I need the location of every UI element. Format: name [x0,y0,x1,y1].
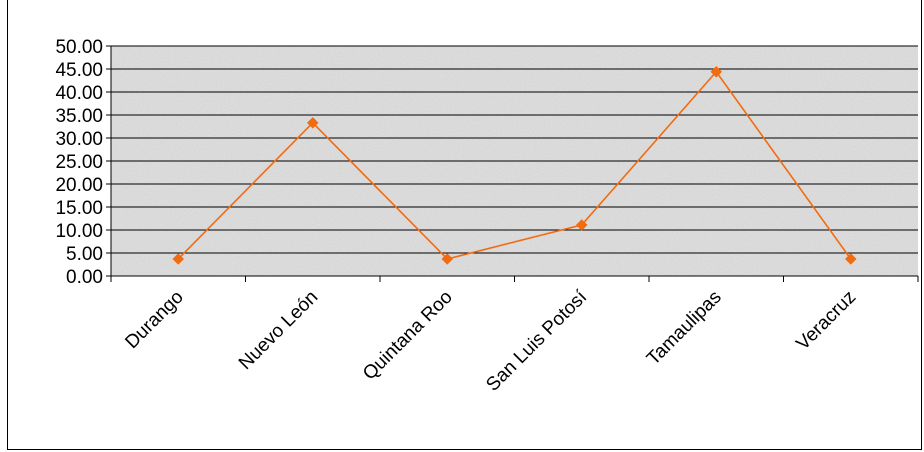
y-tick-label: 45.00 [55,60,103,81]
x-tick-labels: Durango Nuevo León Quintana Roo San Luis Po… [121,286,860,395]
x-tick-label: Nuevo León [235,287,322,374]
y-tick-label: 5.00 [66,244,103,265]
x-tick-label: Quintana Roo [359,287,457,385]
data-point-marker [172,253,185,265]
y-tick-label: 50.00 [55,37,103,58]
y-tick-label: 40.00 [55,83,103,104]
y-tick-labels: 0.005.0010.0015.0020.0025.0030.0035.0040… [55,37,103,288]
y-tick-label: 20.00 [55,175,103,196]
x-tick-label: Tamaulipas [643,287,726,370]
data-point-marker [441,253,454,265]
axes [106,45,919,282]
x-tick-label: Veracruz [792,287,860,355]
series-line [177,70,852,260]
series-1 [172,65,857,265]
data-point-marker [306,116,319,129]
y-tick-label: 35.00 [55,106,103,127]
y-tick-label: 25.00 [55,152,103,173]
data-point-marker [575,219,588,231]
y-tick-label: 10.00 [55,221,103,242]
y-tick-label: 30.00 [55,129,103,150]
y-tick-label: 15.00 [55,198,103,219]
data-point-marker [844,253,857,265]
data-point-marker [710,65,723,78]
x-tick-label: Durango [121,287,187,353]
y-tick-label: 0.00 [66,267,103,288]
x-tick-label: San Luis Potosí [482,286,591,395]
gridlines [111,45,918,254]
